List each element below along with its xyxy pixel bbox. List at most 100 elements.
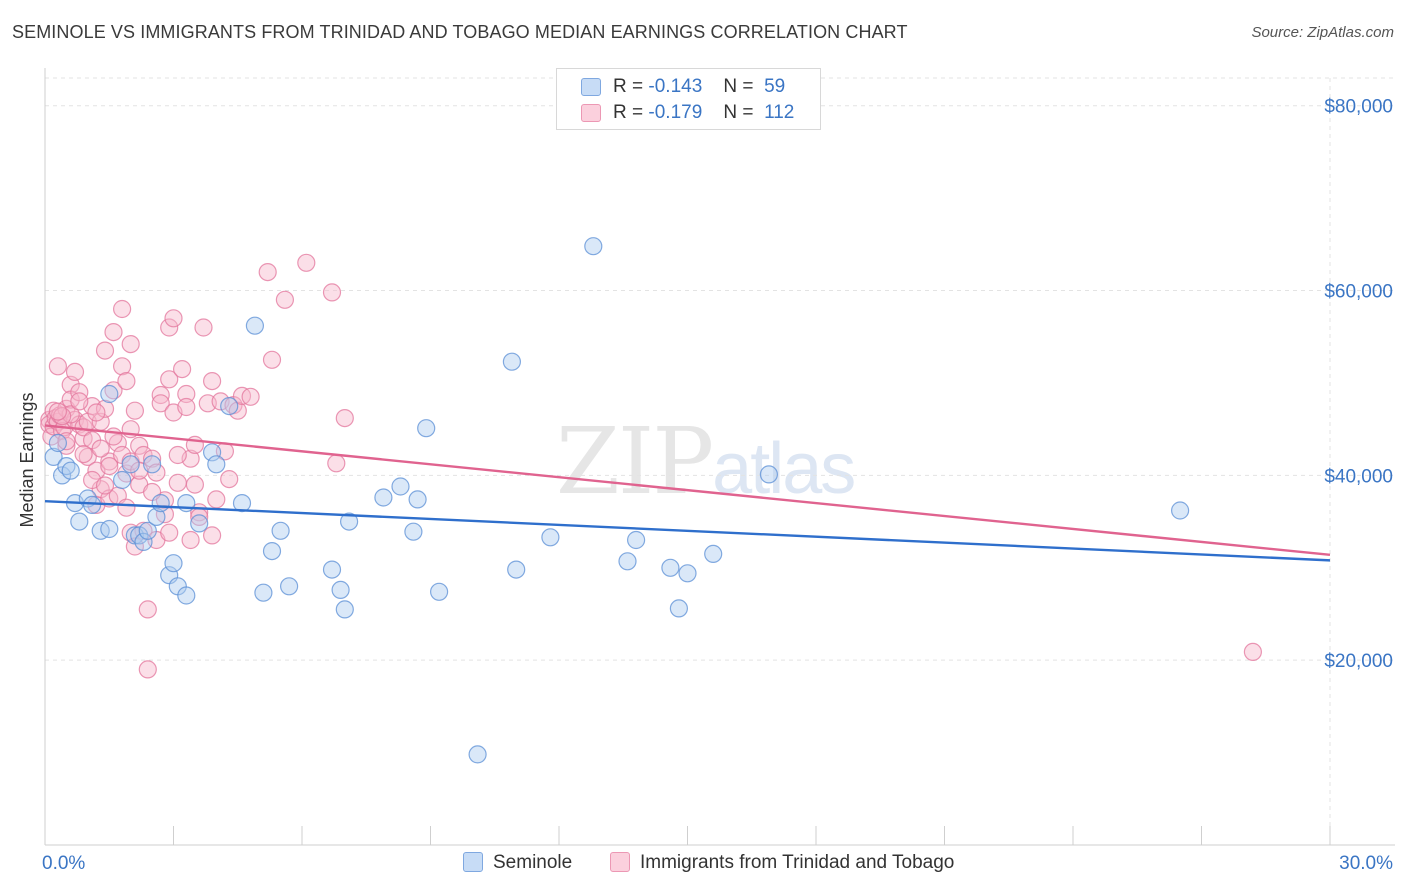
seminole-point	[190, 514, 209, 533]
legend-r-label: R =	[613, 102, 644, 123]
seminole-point	[408, 490, 427, 509]
trinidad-point	[138, 660, 157, 679]
bottom-legend-trinidad: Immigrants from Trinidad and Tobago	[610, 852, 954, 874]
trinidad-point	[275, 290, 294, 309]
trinidad-point	[160, 523, 179, 542]
trinidad-point	[160, 318, 179, 337]
seminole-point	[280, 577, 299, 596]
grid-lines	[45, 77, 1395, 845]
trinidad-point	[241, 387, 260, 406]
legend-swatch-trinidad	[581, 104, 601, 122]
seminole-point	[391, 477, 410, 496]
seminole-point	[271, 521, 290, 540]
legend-n-value: 112	[764, 102, 795, 123]
trinidad-point	[70, 392, 89, 411]
trinidad-point	[104, 427, 123, 446]
legend-n-label: N =	[723, 76, 754, 97]
trinidad-point	[143, 449, 162, 468]
trend-lines	[44, 424, 1331, 562]
legend-r-label: R =	[613, 76, 644, 97]
seminole-point	[541, 528, 560, 547]
seminole-point	[48, 433, 68, 453]
series-seminole-points	[44, 237, 1190, 764]
trinidad-point	[168, 473, 187, 492]
trinidad-point	[121, 335, 140, 354]
seminole-point	[340, 512, 359, 531]
seminole-point	[704, 544, 723, 564]
y-axis-label: Median Earnings	[17, 392, 37, 527]
seminole-point	[502, 352, 521, 371]
trinidad-trend-line	[44, 424, 1331, 557]
trinidad-point	[194, 318, 213, 337]
trinidad-point	[335, 409, 354, 428]
trinidad-point	[181, 530, 200, 550]
seminole-point	[61, 461, 80, 480]
seminole-point	[759, 465, 779, 484]
seminole-point	[374, 488, 393, 507]
bottom-legend-label-trinidad: Immigrants from Trinidad and Tobago	[640, 852, 955, 873]
trinidad-point	[104, 323, 123, 342]
seminole-point	[203, 443, 222, 462]
legend-r-value: -0.143	[648, 76, 703, 97]
trinidad-point	[91, 439, 110, 458]
seminole-point	[262, 541, 282, 561]
watermark: ZIPatlas	[556, 408, 856, 515]
trinidad-point	[74, 445, 93, 464]
seminole-point	[220, 397, 239, 416]
y-tick-label: $80,000	[1324, 97, 1393, 118]
seminole-point	[82, 495, 102, 514]
seminole-point	[584, 237, 603, 256]
trinidad-point	[117, 498, 136, 517]
trinidad-point	[95, 341, 115, 360]
trinidad-point	[177, 384, 196, 404]
seminole-point	[661, 558, 680, 577]
trinidad-point	[138, 600, 157, 619]
trinidad-point	[87, 403, 106, 422]
seminole-point	[322, 560, 342, 579]
seminole-point	[331, 580, 350, 600]
correlation-legend: R = -0.143 N = 59 R = -0.179 N = 112	[556, 68, 821, 130]
seminole-point	[138, 521, 157, 540]
chart-title: SEMINOLE VS IMMIGRANTS FROM TRINIDAD AND…	[12, 22, 908, 42]
trinidad-point	[203, 526, 222, 545]
trinidad-point	[185, 475, 204, 494]
trinidad-point	[160, 370, 179, 389]
seminole-point	[254, 583, 273, 602]
seminole-point	[618, 552, 637, 571]
watermark-zip: ZIP	[556, 408, 714, 515]
series-trinidad-points	[40, 253, 1263, 679]
seminole-point	[164, 554, 183, 573]
legend-n-value: 59	[764, 76, 786, 97]
y-tick-label: $20,000	[1324, 651, 1393, 672]
seminole-point	[678, 564, 697, 583]
seminole-point	[134, 532, 153, 552]
seminole-point	[430, 582, 449, 601]
seminole-point	[669, 599, 689, 618]
x-tick-label: 30.0%	[1339, 853, 1393, 874]
seminole-point	[177, 586, 196, 605]
y-tick-label: $60,000	[1324, 282, 1393, 303]
seminole-point	[468, 745, 487, 764]
trinidad-point	[117, 372, 136, 391]
trinidad-point	[173, 360, 192, 379]
legend-r-value: -0.179	[648, 102, 703, 123]
trinidad-point	[203, 372, 222, 391]
trinidad-point	[100, 457, 119, 476]
bottom-legend-swatch-trinidad	[610, 852, 630, 872]
trinidad-point	[1243, 642, 1263, 662]
seminole-point	[121, 455, 140, 474]
legend-n-label: N =	[723, 102, 754, 123]
trinidad-point	[228, 401, 247, 420]
trinidad-point	[70, 383, 89, 402]
trinidad-point	[220, 470, 239, 489]
seminole-point	[52, 466, 72, 485]
seminole-point	[404, 522, 423, 541]
trinidad-point	[177, 397, 196, 417]
bottom-legend-seminole: Seminole	[463, 852, 572, 874]
trinidad-point	[125, 401, 144, 420]
trinidad-point	[112, 357, 132, 376]
trinidad-point	[327, 454, 346, 473]
bottom-legend-label-seminole: Seminole	[493, 852, 573, 873]
trinidad-point	[130, 436, 149, 455]
